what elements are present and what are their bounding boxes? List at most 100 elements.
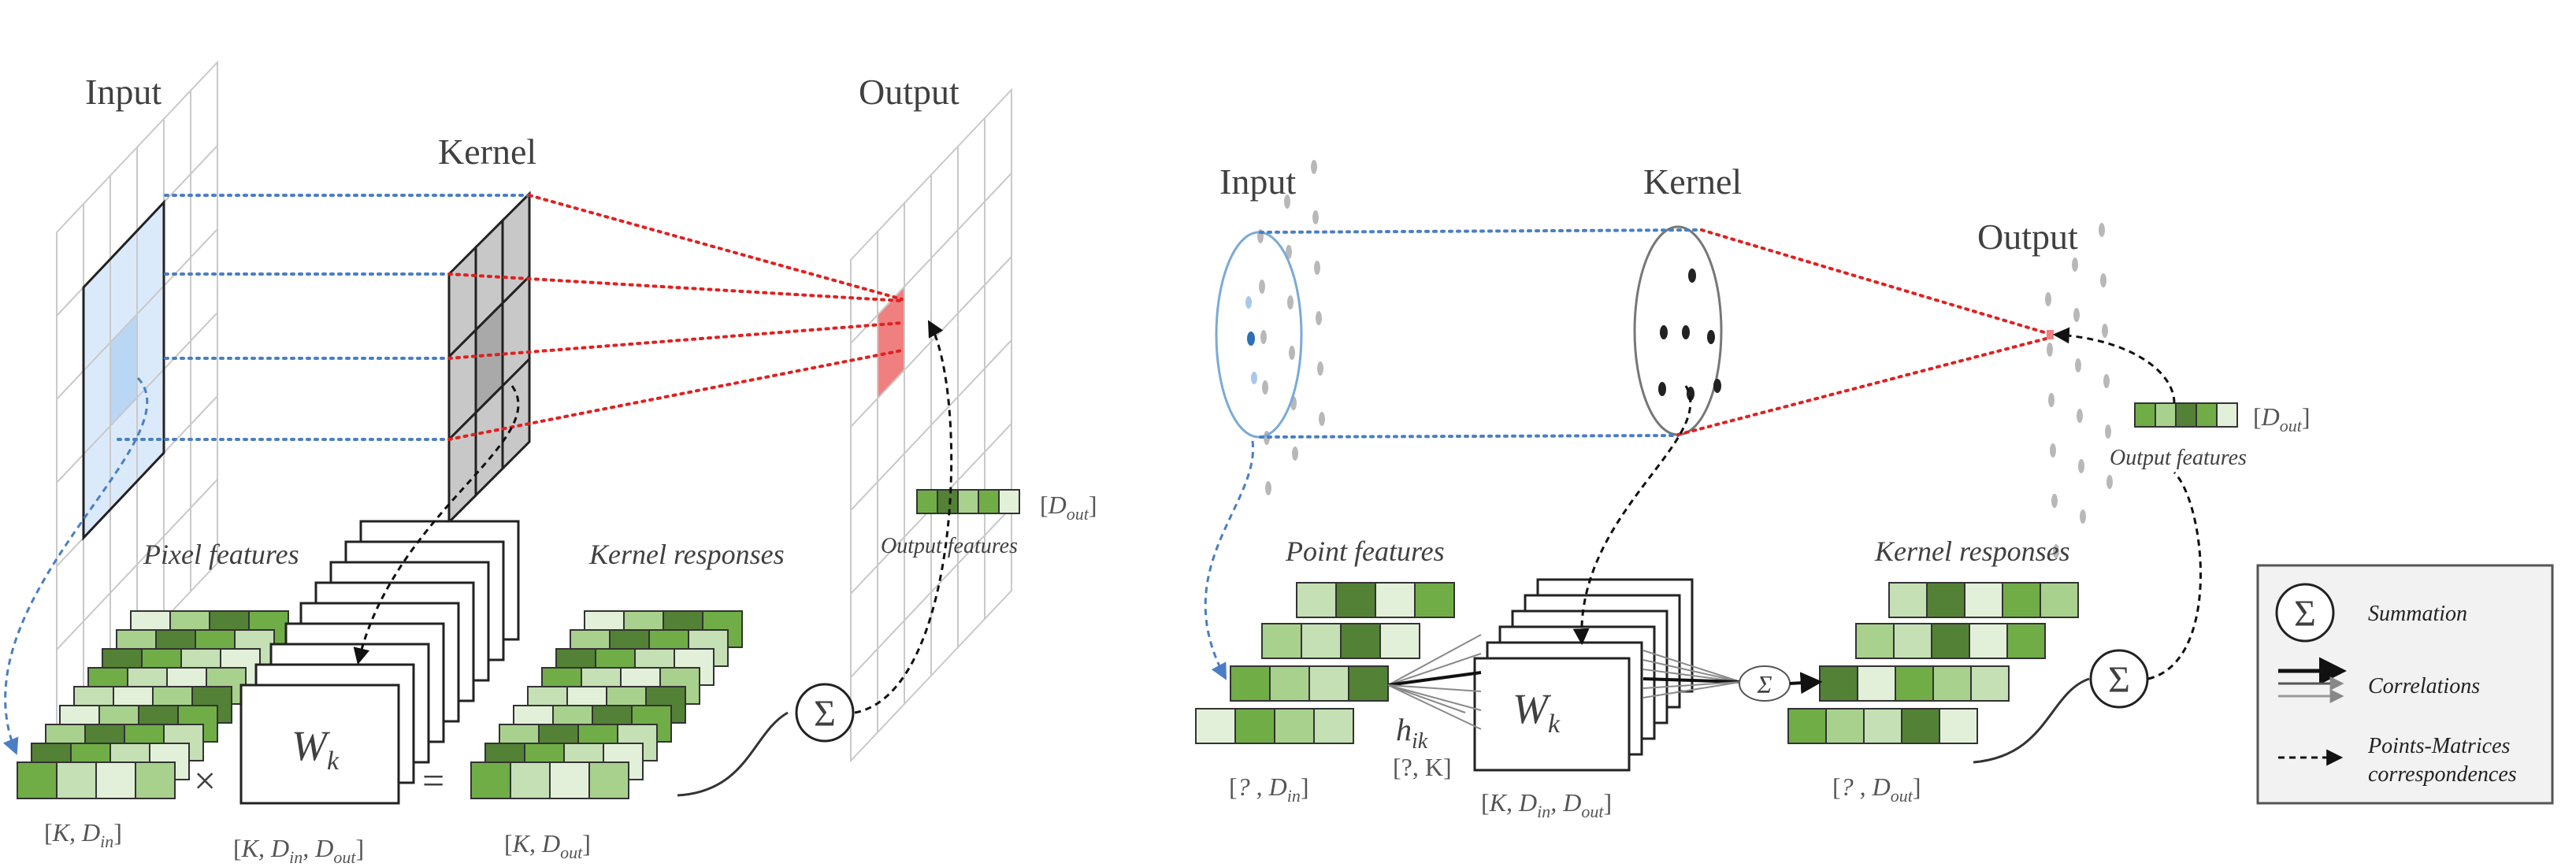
left-equals-sign: =: [422, 758, 444, 802]
left-weight-stack: [239, 520, 520, 805]
output-point: [2045, 292, 2051, 306]
right-output-points: [2045, 223, 2113, 558]
feature-cell: [1969, 623, 2008, 659]
right-input-point: [1251, 372, 1257, 384]
feature-cell: [2006, 623, 2046, 659]
feature-cell: [916, 489, 938, 514]
correlation-line: [1387, 653, 1482, 686]
feature-cell: [2040, 582, 2079, 618]
svg-text:Σ: Σ: [814, 693, 836, 735]
left-input-features-dim: [K, Din]: [44, 818, 122, 851]
feature-cell: [1195, 708, 1236, 744]
feature-cell: [1819, 665, 1858, 702]
right-weight-stack: [1473, 578, 1694, 772]
left-projection-lines: [117, 194, 904, 441]
svg-text:Σ: Σ: [1756, 670, 1772, 698]
left-output-grid: [850, 87, 1012, 763]
right-kernel-ellipse: [1633, 225, 1723, 436]
right-output-point-highlight: [2047, 330, 2054, 339]
legend-box: Σ Summation Correlations Points-Matrices…: [2256, 564, 2554, 805]
right-input-center-point: [1247, 332, 1255, 346]
output-point: [2080, 509, 2086, 524]
right-correlation-lines: [1387, 634, 1742, 730]
right-weights-dim: [K, Din, Dout]: [1481, 788, 1612, 821]
feature-cell: [2175, 402, 2197, 428]
feature-cell: [2002, 582, 2041, 618]
input-point: [1311, 160, 1317, 174]
output-point: [2051, 494, 2058, 508]
legend-correspondences-line1: Points-Matrices: [2367, 734, 2511, 758]
output-point: [2072, 258, 2078, 272]
feature-cell: [1301, 623, 1342, 659]
output-point: [2106, 475, 2113, 489]
left-kernel-label: Kernel: [438, 132, 536, 172]
input-point: [1265, 481, 1271, 495]
output-point: [2102, 324, 2108, 338]
right-point-features-rows: [1195, 582, 1455, 744]
feature-cell: [1893, 623, 1932, 659]
right-input-points: [1257, 160, 1325, 495]
kernel-point: [1707, 330, 1715, 344]
feature-cell: [1313, 708, 1354, 744]
left-kernel-responses-stack: [470, 610, 743, 799]
input-point: [1262, 380, 1268, 395]
feature-cell: [588, 761, 629, 799]
kernel-point: [1658, 382, 1666, 396]
left-weight-symbol: Wk: [291, 722, 340, 776]
feature-cell: [1375, 582, 1416, 618]
output-point: [2050, 443, 2056, 458]
legend-correlations-arrows: [2278, 657, 2347, 703]
input-point: [1319, 412, 1325, 426]
kernel-point: [1660, 325, 1668, 339]
output-point: [2075, 358, 2081, 372]
feature-cell: [1926, 582, 1965, 618]
weight-matrix: [1473, 657, 1631, 772]
output-point: [2099, 223, 2105, 237]
input-point: [1259, 280, 1265, 294]
input-point: [1317, 361, 1323, 376]
left-pixel-features-stack: [17, 610, 289, 799]
right-small-sum-node: Σ: [1739, 665, 1791, 702]
right-kernel-responses-label: Kernel responses: [1874, 535, 2070, 567]
feature-cell: [2196, 402, 2218, 428]
right-output-feature-vector: [2134, 402, 2238, 428]
left-input-label: Input: [85, 72, 161, 112]
feature-cell: [978, 489, 1000, 514]
feature-cell: [998, 489, 1020, 514]
input-point: [1284, 195, 1290, 209]
legend-correlations-label: Correlations: [2368, 674, 2480, 698]
legend-summation-label: Summation: [2368, 602, 2467, 626]
output-point: [2100, 273, 2106, 287]
right-kernel-responses-rows: [1787, 582, 2079, 744]
feature-cell: [470, 761, 511, 799]
left-output-dim: [Dout]: [1040, 491, 1097, 524]
kernel-point: [1682, 325, 1690, 339]
right-panel: Input Kernel Output [Dout] Output featur…: [1195, 160, 2311, 821]
correlation-line: [1387, 684, 1466, 713]
right-output-dim: [Dout]: [2253, 402, 2311, 435]
output-point: [2078, 459, 2084, 473]
left-output-feature-vector: [916, 489, 1020, 514]
correlation-line: [1387, 684, 1482, 711]
left-output-label: Output: [859, 72, 960, 112]
right-output-features-label: Output features: [2110, 446, 2247, 470]
feature-cell: [1855, 623, 1895, 659]
left-input-to-features-arrow: [2, 376, 149, 755]
correlation-line: [1642, 659, 1742, 683]
left-panel: Input Kernel Output [Dout] Output featur…: [2, 60, 1097, 867]
output-point: [2073, 308, 2080, 322]
output-point: [2047, 343, 2053, 357]
feature-cell: [1335, 582, 1376, 618]
left-pixel-features-label: Pixel features: [143, 539, 299, 570]
kernel-point: [1688, 269, 1696, 283]
right-kernel-label: Kernel: [1643, 161, 1742, 202]
svg-text:Σ: Σ: [2108, 659, 2130, 701]
feature-cell: [1414, 582, 1455, 618]
feature-cell: [95, 761, 136, 799]
right-input-neighborhood: [1215, 231, 1303, 439]
right-outfeat-to-output-arrow: [2052, 327, 2176, 404]
legend-summation-symbol: Σ: [2275, 583, 2335, 643]
feature-cell: [1274, 708, 1315, 744]
correlation-line: [1642, 681, 1742, 698]
input-point: [1316, 311, 1322, 325]
